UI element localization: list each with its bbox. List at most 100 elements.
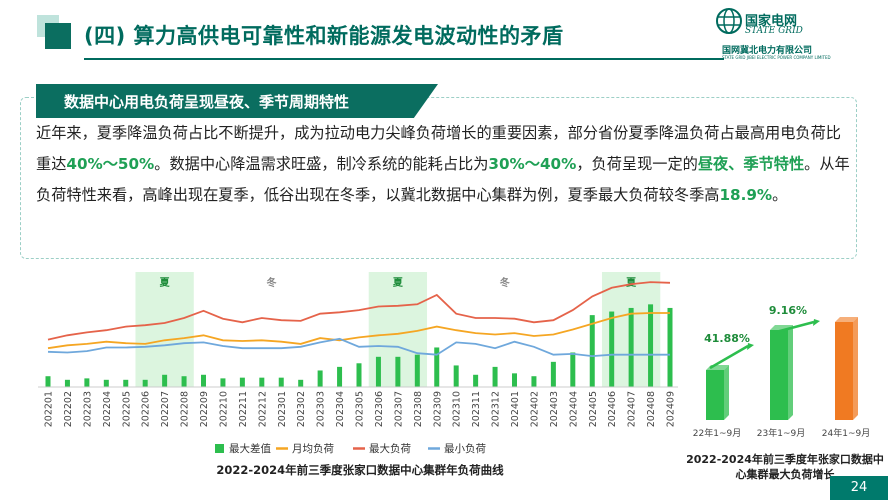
highlight-text: 40%～50% (66, 155, 155, 173)
series-line (47, 337, 670, 358)
bar (570, 352, 576, 387)
x-tick-label: 202203 (82, 391, 93, 427)
chart-title: 2022-2024年前三季度年张家口数据中心集群最大负荷增长 (686, 453, 884, 481)
text-box (20, 97, 857, 259)
page-title: (四) 算力高供电可靠性和新能源发电波动性的矛盾 (84, 24, 564, 48)
bar (473, 374, 479, 387)
x-tick-label: 202310 (452, 391, 463, 427)
bar (835, 322, 853, 420)
growth-arrow (775, 320, 815, 334)
x-tick-label: 202212 (257, 391, 268, 427)
bar (103, 379, 109, 387)
bar (239, 377, 245, 387)
bar (589, 315, 595, 387)
season-label: 冬 (500, 276, 510, 289)
body-paragraph: 近年来，夏季降温负荷占比不断提升，成为拉动电力尖峰负荷增长的重要因素，部分省份夏… (36, 118, 856, 211)
x-tick-label: 202208 (180, 391, 191, 427)
bar (375, 356, 381, 387)
series-line (47, 312, 670, 350)
company-name: 国网冀北电力有限公司 (722, 46, 813, 56)
bar (201, 374, 206, 387)
bar (356, 363, 362, 387)
load-curve-chart: 夏 冬 夏 冬 夏 202201 202202 202203 202204 202205 20220… (38, 272, 678, 455)
bar-side (853, 317, 858, 420)
bar (512, 373, 517, 387)
section-banner (36, 84, 438, 118)
x-tick-label: 202304 (335, 391, 346, 427)
x-tick-label: 202303 (316, 391, 327, 427)
legend-swatch (215, 444, 224, 453)
state-grid-logo: 国家电网 STATE GRID 国网冀北电力有限公司 STATE GRID JI… (712, 6, 887, 62)
season-band (233, 272, 311, 387)
paragraph-text: 近年来，夏季降温负荷占比不断提升，成为拉动电力尖峰负荷增长的重要因素，部分省份夏… (36, 124, 841, 173)
growth-arrow-head (747, 343, 754, 350)
legend-label: 月均负荷 (292, 442, 334, 455)
bar (414, 354, 420, 387)
x-tick-label: 202204 (102, 391, 113, 427)
page-number: 24 (830, 476, 888, 500)
bar (45, 376, 51, 387)
bar (84, 378, 90, 387)
bar (667, 307, 673, 387)
highlight-text: 18.9% (719, 186, 773, 204)
x-tick-label: 202209 (199, 391, 210, 427)
bar (434, 347, 440, 387)
x-tick-label: 202407 (627, 391, 638, 427)
bar (162, 374, 168, 387)
highlight-text: 30%～40% (488, 155, 577, 173)
bar (220, 378, 226, 387)
x-tick-label: 24年1~9月 (822, 427, 870, 439)
section-icon (37, 15, 71, 49)
bar-side (724, 365, 729, 420)
bar (770, 330, 788, 420)
season-label: 冬 (267, 276, 277, 289)
x-tick-label: 202301 (277, 391, 288, 427)
x-tick-label: 202210 (218, 391, 229, 427)
x-tick-label: 22年1~9月 (693, 427, 741, 439)
paragraph-text: 。从年负荷特性来看，高峰出现在夏季，低谷出现在冬季，以冀北数据中心集群为例，夏季… (36, 155, 850, 204)
growth-label: 9.16% (769, 304, 807, 317)
x-tick-label: 202408 (646, 391, 657, 427)
x-tick-label: 202402 (529, 391, 540, 427)
series-line (47, 281, 671, 341)
x-tick-label: 202206 (141, 391, 152, 427)
title-underline (84, 58, 724, 60)
x-tick-label: 202409 (666, 391, 677, 427)
season-band (135, 272, 194, 387)
x-tick-label: 23年1~9月 (757, 427, 805, 439)
bar (337, 366, 343, 387)
logo-text-cn: 国家电网 (745, 14, 798, 29)
x-tick-label: 202202 (63, 391, 74, 427)
bar (278, 377, 284, 387)
bar (628, 307, 634, 387)
bar (181, 376, 187, 387)
max-load-growth-chart: 22年1~9月 23年1~9月 24年1~9月 41.88% 9.16% (693, 304, 870, 439)
bar (298, 379, 304, 387)
x-tick-label: 202405 (588, 391, 599, 427)
x-tick-label: 202205 (121, 391, 132, 427)
section-title: 数据中心用电负荷呈现昼夜、季节周期特性 (64, 93, 350, 111)
bar (64, 379, 70, 387)
bar (259, 377, 265, 387)
x-tick-label: 202307 (393, 391, 404, 427)
x-tick-label: 202406 (607, 391, 618, 427)
x-tick-label: 202312 (491, 391, 502, 427)
company-name-en: STATE GRID JIBEI ELECTRIC POWER COMPANY … (722, 55, 831, 60)
globe-icon (716, 8, 742, 34)
legend-label: 最大负荷 (369, 442, 411, 455)
highlight-text: 昼夜、季节特性 (697, 155, 805, 173)
bar (706, 370, 724, 420)
x-tick-label: 202305 (355, 391, 366, 427)
x-tick-label: 202404 (568, 391, 579, 427)
x-tick-label: 202308 (413, 391, 424, 427)
paragraph-text: 。 (772, 186, 788, 204)
bar (317, 370, 323, 387)
x-tick-label: 202403 (549, 391, 560, 427)
season-label: 夏 (392, 277, 404, 289)
x-tick-label: 202302 (296, 391, 307, 427)
x-tick-label: 202201 (44, 391, 55, 427)
bar (531, 376, 537, 387)
chart-title: 2022-2024年前三季度张家口数据中心集群年负荷曲线 (216, 463, 504, 477)
x-tick-label: 202401 (510, 391, 521, 427)
bar (142, 379, 148, 387)
